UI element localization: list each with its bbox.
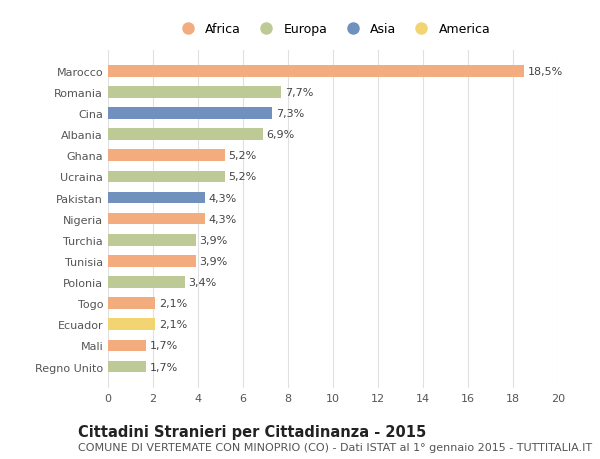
Text: COMUNE DI VERTEMATE CON MINOPRIO (CO) - Dati ISTAT al 1° gennaio 2015 - TUTTITAL: COMUNE DI VERTEMATE CON MINOPRIO (CO) - …: [78, 442, 592, 452]
Text: 7,7%: 7,7%: [284, 88, 313, 98]
Text: 2,1%: 2,1%: [158, 319, 187, 330]
Text: 1,7%: 1,7%: [149, 341, 178, 351]
Text: 18,5%: 18,5%: [527, 67, 563, 77]
Text: 4,3%: 4,3%: [208, 214, 236, 224]
Bar: [108, 298, 155, 309]
Bar: [108, 277, 185, 288]
Bar: [108, 340, 146, 352]
Bar: [108, 192, 205, 204]
Bar: [108, 235, 196, 246]
Bar: [108, 361, 146, 373]
Text: 3,9%: 3,9%: [199, 256, 227, 266]
Text: 1,7%: 1,7%: [149, 362, 178, 372]
Bar: [108, 108, 272, 120]
Text: 3,4%: 3,4%: [188, 277, 216, 287]
Text: 4,3%: 4,3%: [208, 193, 236, 203]
Text: 6,9%: 6,9%: [266, 130, 295, 140]
Text: 3,9%: 3,9%: [199, 235, 227, 245]
Text: Cittadini Stranieri per Cittadinanza - 2015: Cittadini Stranieri per Cittadinanza - 2…: [78, 425, 426, 440]
Text: 2,1%: 2,1%: [158, 298, 187, 308]
Bar: [108, 256, 196, 267]
Bar: [108, 129, 263, 140]
Text: 7,3%: 7,3%: [275, 109, 304, 119]
Bar: [108, 87, 281, 99]
Bar: [108, 150, 225, 162]
Bar: [108, 319, 155, 330]
Text: 5,2%: 5,2%: [229, 172, 257, 182]
Legend: Africa, Europa, Asia, America: Africa, Europa, Asia, America: [172, 20, 494, 40]
Bar: [108, 66, 524, 78]
Text: 5,2%: 5,2%: [229, 151, 257, 161]
Bar: [108, 171, 225, 183]
Bar: [108, 213, 205, 225]
